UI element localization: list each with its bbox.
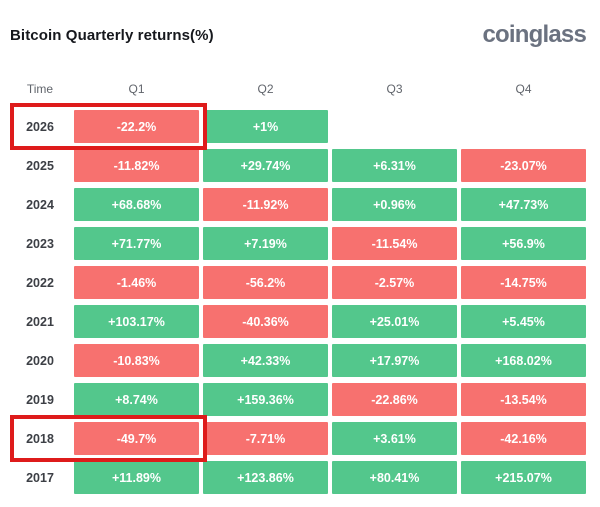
return-cell: -13.54% — [461, 383, 586, 416]
return-cell: +8.74% — [74, 383, 199, 416]
return-cell: +47.73% — [461, 188, 586, 221]
table-row: 2025 -11.82% +29.74% +6.31% -23.07% — [10, 149, 586, 182]
returns-table: Time Q1 Q2 Q3 Q4 2026 -22.2% +1% 2025 -11.82% +29… — [10, 78, 586, 500]
table-row: 2021 +103.17% -40.36% +25.01% +5.45% — [10, 305, 586, 338]
return-cell: +68.68% — [74, 188, 199, 221]
return-cell: +1% — [203, 110, 328, 143]
column-header-q2: Q2 — [257, 82, 274, 96]
return-cell: -14.75% — [461, 266, 586, 299]
return-cell: +7.19% — [203, 227, 328, 260]
return-cell: +168.02% — [461, 344, 586, 377]
column-header-time: Time — [26, 82, 54, 96]
return-cell: -2.57% — [332, 266, 457, 299]
return-cell: +25.01% — [332, 305, 457, 338]
table-row: 2024 +68.68% -11.92% +0.96% +47.73% — [10, 188, 586, 221]
year-label: 2026 — [26, 119, 54, 134]
return-cell: +123.86% — [203, 461, 328, 494]
return-cell: -22.86% — [332, 383, 457, 416]
table-row: 2026 -22.2% +1% — [10, 103, 586, 150]
year-label: 2020 — [26, 353, 54, 368]
return-cell: -49.7% — [74, 422, 199, 455]
year-label: 2023 — [26, 236, 54, 251]
return-cell: -10.83% — [74, 344, 199, 377]
return-cell: -11.92% — [203, 188, 328, 221]
return-cell: +17.97% — [332, 344, 457, 377]
year-label: 2018 — [26, 431, 54, 446]
return-cell: +215.07% — [461, 461, 586, 494]
column-header-q4: Q4 — [515, 82, 532, 96]
coinglass-logo[interactable]: coinglass — [482, 21, 586, 48]
return-cell: -11.82% — [74, 149, 199, 182]
column-header-row: Time Q1 Q2 Q3 Q4 — [10, 78, 586, 100]
year-label: 2022 — [26, 275, 54, 290]
year-label: 2017 — [26, 470, 54, 485]
table-body: 2026 -22.2% +1% 2025 -11.82% +29.74% +6.31% -23… — [10, 103, 586, 494]
return-cell: +103.17% — [74, 305, 199, 338]
table-row: 2020 -10.83% +42.33% +17.97% +168.02% — [10, 344, 586, 377]
return-cell: +29.74% — [203, 149, 328, 182]
column-header-q1: Q1 — [128, 82, 145, 96]
return-cell: +0.96% — [332, 188, 457, 221]
return-cell: +5.45% — [461, 305, 586, 338]
return-cell: -56.2% — [203, 266, 328, 299]
page-title: Bitcoin Quarterly returns(%) — [10, 27, 214, 44]
return-cell: +80.41% — [332, 461, 457, 494]
return-cell: -1.46% — [74, 266, 199, 299]
return-cell: -7.71% — [203, 422, 328, 455]
year-label: 2025 — [26, 158, 54, 173]
return-cell: +71.77% — [74, 227, 199, 260]
table-row: 2023 +71.77% +7.19% -11.54% +56.9% — [10, 227, 586, 260]
table-row: 2018 -49.7% -7.71% +3.61% -42.16% — [10, 415, 586, 462]
column-header-q3: Q3 — [386, 82, 403, 96]
return-cell: +56.9% — [461, 227, 586, 260]
return-cell: -11.54% — [332, 227, 457, 260]
return-cell: +11.89% — [74, 461, 199, 494]
return-cell: -23.07% — [461, 149, 586, 182]
table-row: 2017 +11.89% +123.86% +80.41% +215.07% — [10, 461, 586, 494]
return-cell: -22.2% — [74, 110, 199, 143]
table-row: 2019 +8.74% +159.36% -22.86% -13.54% — [10, 383, 586, 416]
return-cell: +6.31% — [332, 149, 457, 182]
return-cell: -40.36% — [203, 305, 328, 338]
table-row: 2022 -1.46% -56.2% -2.57% -14.75% — [10, 266, 586, 299]
return-cell: -42.16% — [461, 422, 586, 455]
return-cell: +42.33% — [203, 344, 328, 377]
return-cell: +159.36% — [203, 383, 328, 416]
return-cell: +3.61% — [332, 422, 457, 455]
year-label: 2019 — [26, 392, 54, 407]
return-cell — [332, 110, 457, 143]
year-label: 2024 — [26, 197, 54, 212]
return-cell — [461, 110, 586, 143]
year-label: 2021 — [26, 314, 54, 329]
